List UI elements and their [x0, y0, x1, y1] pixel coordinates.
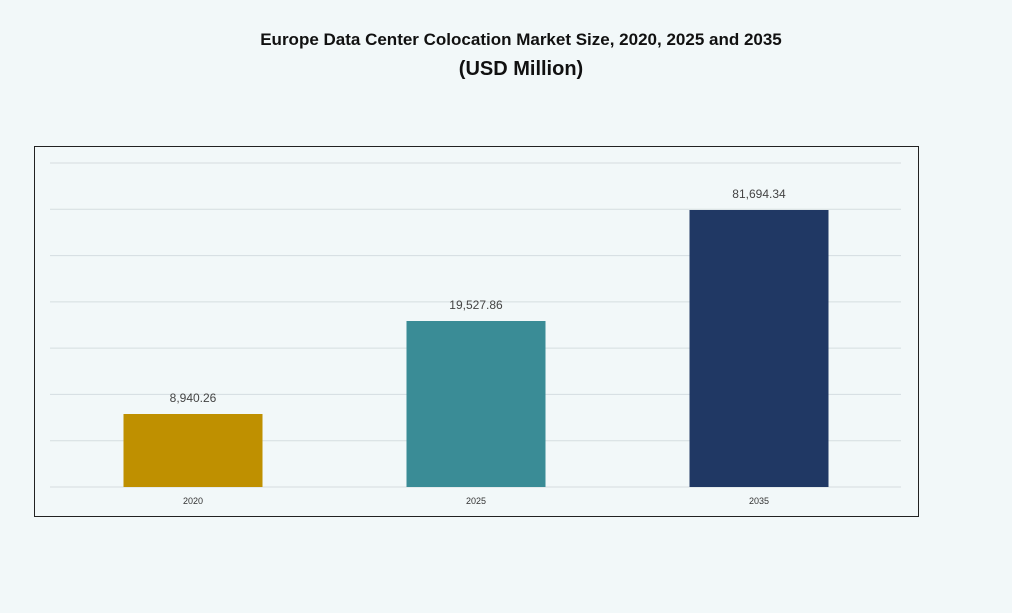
chart-title: Europe Data Center Colocation Market Siz… — [260, 30, 782, 49]
bar-2035 — [689, 210, 829, 487]
x-tick-label-2020: 2020 — [183, 496, 203, 506]
x-tick-label-2035: 2035 — [749, 496, 769, 506]
data-label-2020: 8,940.26 — [170, 391, 217, 405]
data-label-2025: 19,527.86 — [449, 298, 503, 312]
x-tick-label-2025: 2025 — [466, 496, 486, 506]
bar-2025 — [406, 321, 546, 487]
bar-2020 — [123, 414, 263, 487]
data-label-2035: 81,694.34 — [732, 187, 786, 201]
chart-subtitle: (USD Million) — [458, 58, 584, 80]
